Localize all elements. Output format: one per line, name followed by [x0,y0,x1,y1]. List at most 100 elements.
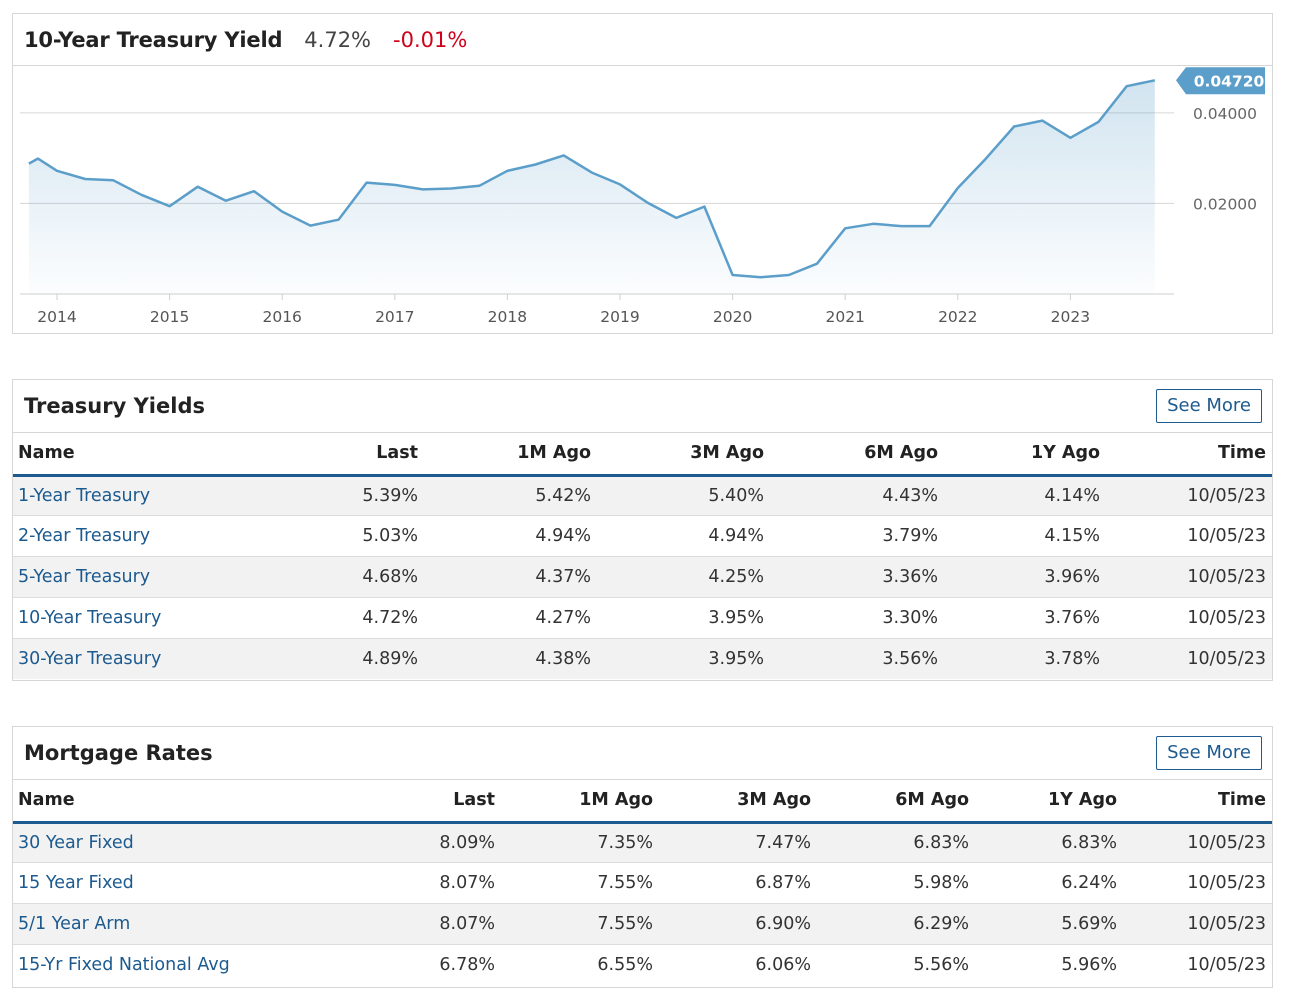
column-header-6m-ago[interactable]: 6M Ago [770,433,944,477]
mortgage-rates-card: Mortgage Rates See More Name Last 1M Ago… [12,726,1273,988]
treasury-yields-card: Treasury Yields See More Name Last 1M Ag… [12,379,1273,681]
row-name-link[interactable]: 1-Year Treasury [13,475,198,517]
row-name-link[interactable]: 5/1 Year Arm [13,903,263,945]
cell-1m-ago: 4.37% [424,556,597,598]
column-header-1y-ago[interactable]: 1Y Ago [944,433,1106,477]
row-name-link[interactable]: 30-Year Treasury [13,638,198,679]
series-line [28,79,1156,279]
mortgage-rates-table: Name Last 1M Ago 3M Ago 6M Ago 1Y Ago Ti… [13,780,1272,985]
cell-last: 8.07% [263,862,501,905]
cell-3m-ago: 3.95% [597,638,770,679]
chart-header: 10-Year Treasury Yield 4.72% -0.01% [13,14,1272,66]
column-header-3m-ago[interactable]: 3M Ago [659,780,817,824]
y-tick-label: 0.04000 [1193,105,1257,123]
x-tick-label: 2015 [150,308,189,326]
chart-last-value: 4.72% [304,27,372,52]
row-name-link[interactable]: 15-Yr Fixed National Avg [18,955,230,976]
cell-1y-ago: 5.69% [975,903,1123,945]
treasury-yields-table: Name Last 1M Ago 3M Ago 6M Ago 1Y Ago Ti… [13,433,1272,679]
cell-1m-ago: 7.35% [501,822,659,864]
cell-last: 5.03% [198,515,424,558]
cell-1m-ago: 4.94% [424,515,597,558]
column-header-last[interactable]: Last [198,433,424,477]
cell-1m-ago: 5.42% [424,475,597,517]
row-name-link[interactable]: 30 Year Fixed [13,822,263,864]
cell-6m-ago: 6.29% [817,903,975,945]
row-name-link[interactable]: 2-Year Treasury [13,515,198,558]
treasury-see-more-button[interactable]: See More [1156,389,1262,423]
cell-1y-ago: 3.78% [944,638,1106,679]
row-name-link[interactable]: 15 Year Fixed [13,862,263,905]
x-tick-label: 2023 [1051,308,1090,326]
x-tick-label: 2022 [938,308,977,326]
table-row: 1-Year Treasury 5.39% 5.42% 5.40% 4.43% … [13,475,1272,517]
cell-1y-ago: 3.96% [944,556,1106,598]
cell-last: 4.89% [198,638,424,679]
cell-last: 6.78% [439,955,495,976]
cell-time: 10/05/23 [1106,597,1272,639]
cell-3m-ago: 6.90% [659,903,817,945]
cell-1y-ago: 3.76% [944,597,1106,639]
cell-1m-ago: 4.27% [424,597,597,639]
current-value-label: 0.04720 [1194,72,1265,90]
cell-3m-ago: 6.87% [659,862,817,905]
x-tick-label: 2017 [375,308,414,326]
cell-time: 10/05/23 [1106,556,1272,598]
cell-1m-ago: 4.38% [424,638,597,679]
cell-6m-ago: 6.83% [817,822,975,864]
mortgage-rates-header: Mortgage Rates See More [13,727,1272,780]
cell-1y-ago: 5.96% [1061,955,1117,976]
column-header-name[interactable]: Name [13,433,198,477]
cell-time: 10/05/23 [1187,955,1266,976]
mortgage-see-more-button[interactable]: See More [1156,736,1262,770]
column-header-6m-ago[interactable]: 6M Ago [817,780,975,824]
cell-1y-ago: 4.15% [944,515,1106,558]
column-header-name[interactable]: Name [13,780,263,824]
cell-6m-ago: 4.43% [770,475,944,517]
cell-1m-ago: 7.55% [501,903,659,945]
cell-last: 4.72% [198,597,424,639]
column-header-3m-ago[interactable]: 3M Ago [597,433,770,477]
cell-6m-ago: 5.98% [817,862,975,905]
cell-1y-ago: 6.83% [975,822,1123,864]
yield-chart[interactable]: 0.04000 0.02000 2014 2015 2016 2017 2018 2019 20… [13,66,1272,333]
cell-6m-ago: 3.56% [770,638,944,679]
x-tick-label: 2014 [37,308,76,326]
column-header-1m-ago[interactable]: 1M Ago [424,433,597,477]
x-tick-label: 2019 [600,308,639,326]
current-value-badge [1176,67,1265,95]
cell-1y-ago: 4.14% [944,475,1106,517]
cell-3m-ago: 7.47% [659,822,817,864]
table-row: 15 Year Fixed 8.07% 7.55% 6.87% 5.98% 6.… [13,862,1272,905]
table-row: 30 Year Fixed 8.09% 7.35% 7.47% 6.83% 6.… [13,822,1272,864]
column-header-time[interactable]: Time [1106,433,1272,477]
column-header-time[interactable]: Time [1123,780,1272,824]
x-tick-label: 2018 [488,308,527,326]
x-tick-label: 2020 [713,308,752,326]
treasury-yields-title: Treasury Yields [24,394,205,418]
cell-1m-ago: 7.55% [501,862,659,905]
cell-time: 10/05/23 [1106,638,1272,679]
table-row: 30-Year Treasury 4.89% 4.38% 3.95% 3.56%… [13,638,1272,679]
cell-1y-ago: 6.24% [975,862,1123,905]
cell-6m-ago: 3.79% [770,515,944,558]
cell-last: 8.07% [263,903,501,945]
x-tick-label: 2016 [262,308,301,326]
cell-time: 10/05/23 [1106,515,1272,558]
cell-6m-ago: 3.30% [770,597,944,639]
row-name-link[interactable]: 5-Year Treasury [13,556,198,598]
column-header-last[interactable]: Last [263,780,501,824]
cell-6m-ago: 3.36% [770,556,944,598]
y-tick-label: 0.02000 [1193,195,1257,213]
column-header-1m-ago[interactable]: 1M Ago [501,780,659,824]
cell-1m-ago: 6.55% [597,955,653,976]
table-header-row: Name Last 1M Ago 3M Ago 6M Ago 1Y Ago Ti… [13,780,1272,824]
column-header-1y-ago[interactable]: 1Y Ago [975,780,1123,824]
row-name-link[interactable]: 10-Year Treasury [13,597,198,639]
cell-6m-ago: 5.56% [913,955,969,976]
cell-3m-ago: 6.06% [755,955,811,976]
cell-3m-ago: 4.25% [597,556,770,598]
cell-time: 10/05/23 [1123,822,1272,864]
table-row: 10-Year Treasury 4.72% 4.27% 3.95% 3.30%… [13,597,1272,639]
mortgage-rates-title: Mortgage Rates [24,741,213,765]
